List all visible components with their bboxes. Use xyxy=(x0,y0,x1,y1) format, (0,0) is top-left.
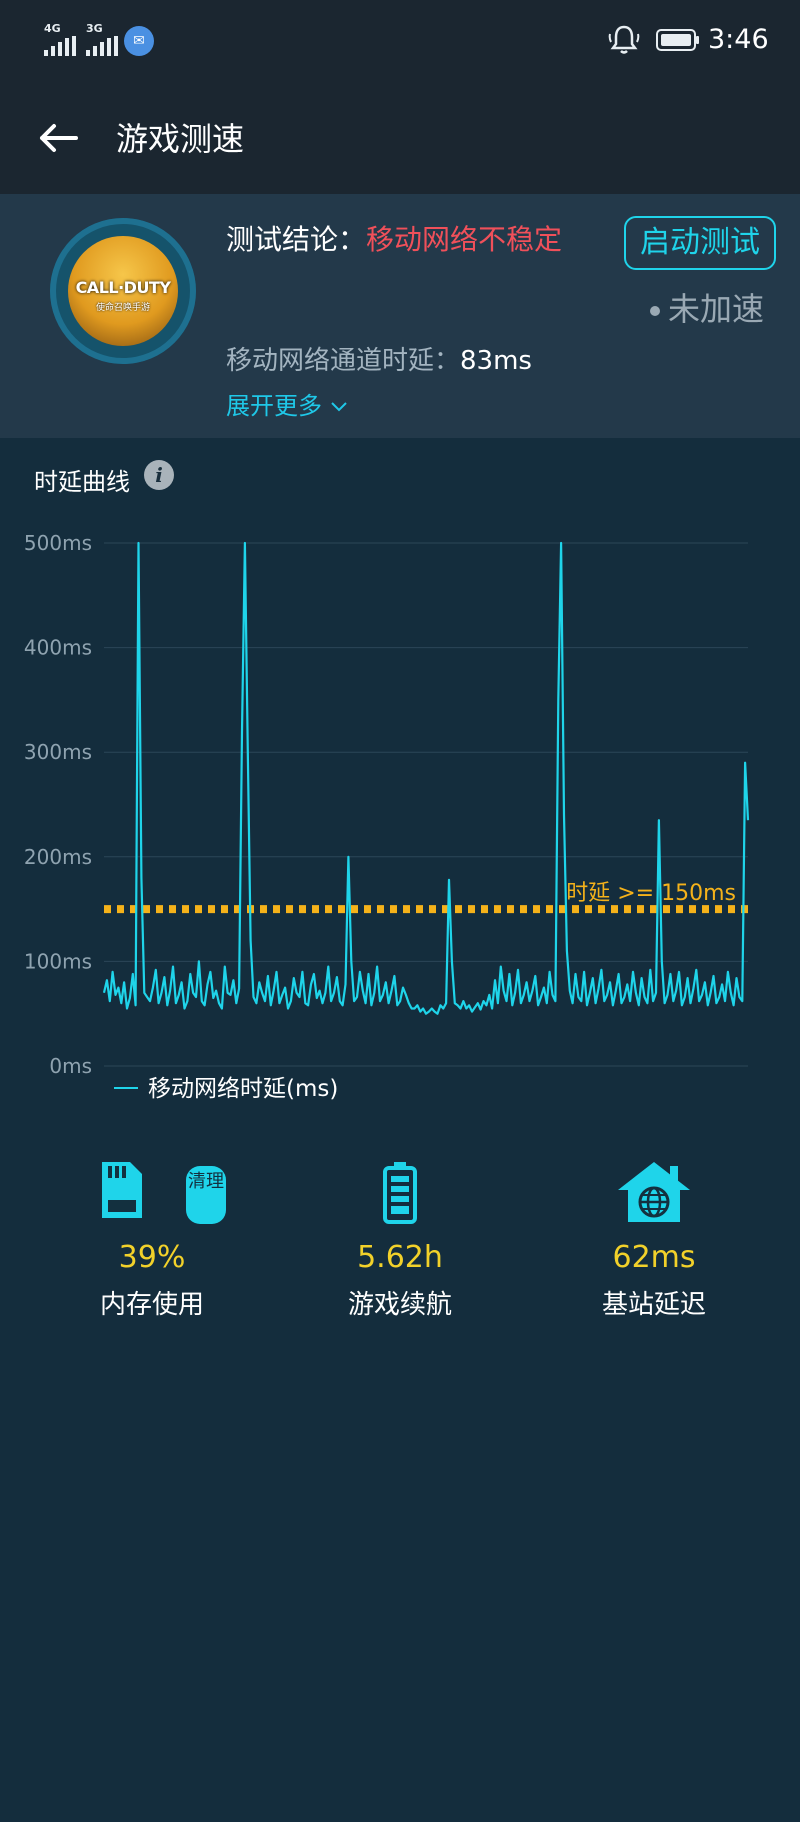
stats-row: 清理 39% 内存使用 5.62h 游戏续航 62ms 基站延迟 xyxy=(0,1160,800,1320)
info-icon[interactable]: i xyxy=(144,460,174,490)
back-arrow-icon[interactable] xyxy=(36,116,80,160)
test-conclusion: 测试结论：移动网络不稳定 xyxy=(226,218,562,258)
game-logo-text: CALL·DUTY xyxy=(75,278,171,297)
clock: 3:46 xyxy=(708,24,769,55)
channel-delay: 移动网络通道时延：83ms xyxy=(226,340,532,377)
chevron-down-icon xyxy=(330,402,347,412)
y-tick-label: 300ms xyxy=(24,740,92,764)
sd-card-icon xyxy=(102,1162,142,1218)
latency-curve-title: 时延曲线 xyxy=(34,468,130,496)
battery-icon xyxy=(383,1162,417,1224)
game-battery-value: 5.62h xyxy=(357,1240,443,1275)
game-avatar: CALL·DUTY 使命召唤手游 xyxy=(50,218,196,364)
game-battery-label: 游戏续航 xyxy=(347,1290,452,1320)
network-type-1: 4G xyxy=(44,22,61,35)
memory-usage-label: 内存使用 xyxy=(99,1290,204,1320)
y-tick-label: 400ms xyxy=(24,636,92,660)
page-title: 游戏测速 xyxy=(116,120,245,158)
app-bar: 游戏测速 xyxy=(0,82,800,194)
expand-more-label: 展开更多 xyxy=(226,392,322,420)
clean-memory-button[interactable]: 清理 xyxy=(186,1166,226,1224)
start-test-button[interactable]: 启动测试 xyxy=(624,216,776,270)
threshold-label: 时延 >= 150ms xyxy=(566,881,736,906)
status-dot-icon xyxy=(650,306,660,316)
y-tick-label: 100ms xyxy=(24,949,92,973)
bell-icon xyxy=(608,25,640,54)
conclusion-value: 移动网络不稳定 xyxy=(366,223,563,256)
game-logo-image: CALL·DUTY 使命召唤手游 xyxy=(68,236,178,346)
channel-delay-value: 83ms xyxy=(460,346,532,376)
game-logo-subtext: 使命召唤手游 xyxy=(95,303,150,313)
legend-label: 移动网络时延(ms) xyxy=(148,1076,338,1102)
y-tick-label: 0ms xyxy=(49,1054,92,1078)
message-notification-icon: ✉ xyxy=(124,26,154,56)
latency-chart: 500ms 400ms 300ms 200ms 100ms 0ms 时延 >= 150ms 移… xyxy=(24,531,750,1102)
base-station-delay-label: 基站延迟 xyxy=(601,1290,706,1320)
acceleration-status-label: 未加速 xyxy=(668,290,765,328)
memory-usage-value: 39% xyxy=(118,1240,186,1275)
summary-panel: CALL·DUTY 使命召唤手游 测试结论：移动网络不稳定 启动测试 未加速 移… xyxy=(0,194,800,438)
acceleration-status: 未加速 xyxy=(650,284,764,330)
base-station-delay-value: 62ms xyxy=(612,1240,696,1275)
channel-delay-label: 移动网络通道时延： xyxy=(226,346,461,376)
battery-status-icon xyxy=(656,29,699,51)
globe-house-icon xyxy=(618,1162,690,1222)
status-bar: 4G 3G ✉ 3:46 xyxy=(0,0,800,82)
network-type-2: 3G xyxy=(86,22,103,35)
expand-more-link[interactable]: 展开更多 xyxy=(226,386,348,421)
conclusion-label: 测试结论： xyxy=(226,223,367,256)
y-tick-label: 200ms xyxy=(24,845,92,869)
latency-series-line xyxy=(102,541,750,1015)
y-tick-label: 500ms xyxy=(24,531,92,555)
